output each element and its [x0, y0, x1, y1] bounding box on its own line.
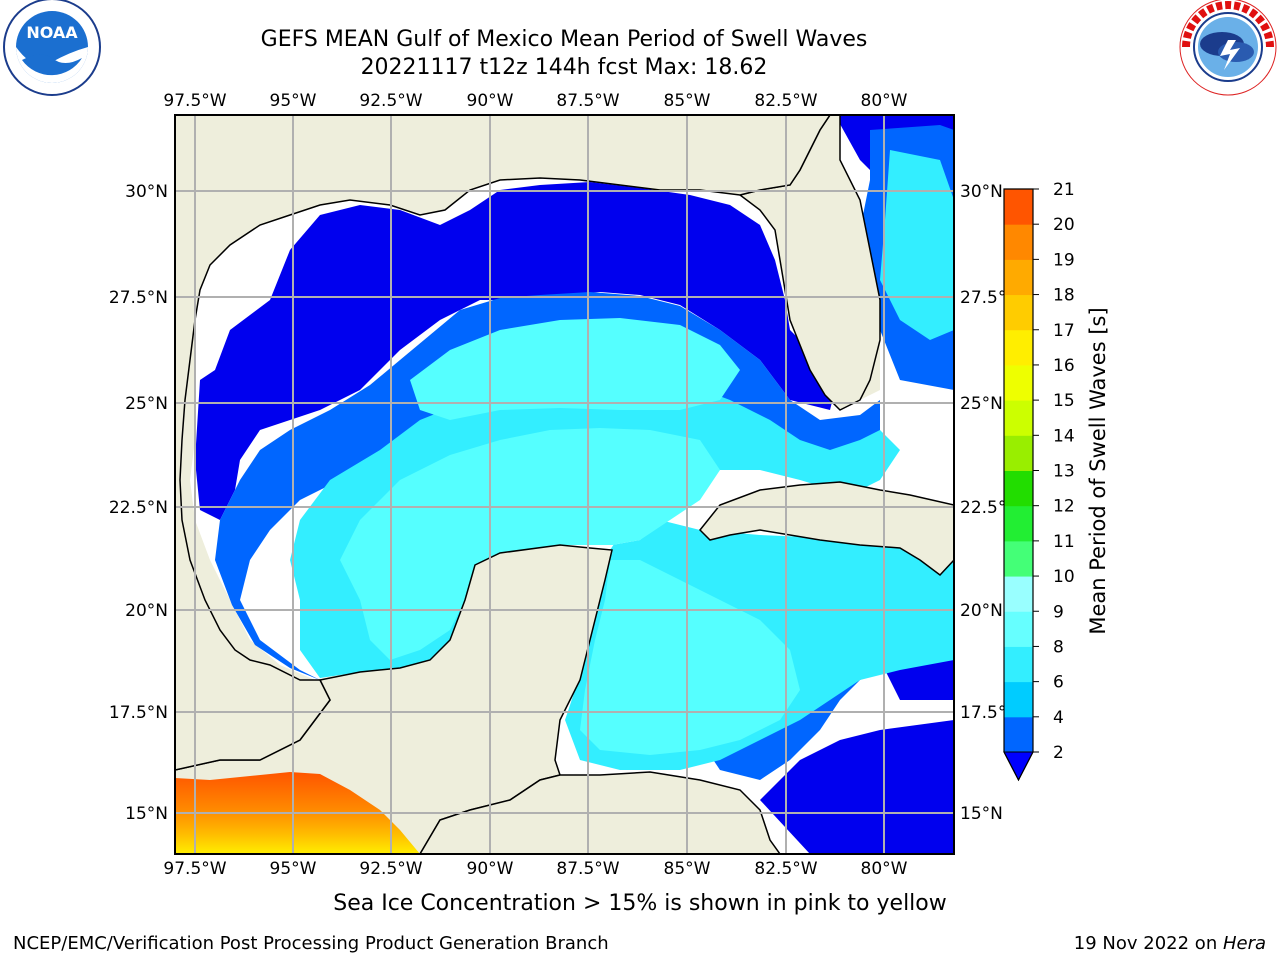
colorbar-tick-label: 21: [1053, 180, 1075, 200]
lon-tick: 95°W: [270, 91, 317, 111]
map-frame: [174, 114, 955, 855]
colorbar-segment: [1004, 540, 1033, 577]
lon-tick: 82.5°W: [754, 91, 817, 111]
lon-tick: 87.5°W: [556, 859, 619, 879]
noaa-logo: NOAA: [3, 0, 101, 96]
lat-tick: 25°N: [125, 394, 168, 414]
caption: Sea Ice Concentration > 15% is shown in …: [0, 891, 1280, 916]
map-subtitle: 20221117 t12z 144h fcst Max: 18.62: [360, 55, 768, 80]
lon-tick: 82.5°W: [754, 859, 817, 879]
colorbar-segment: [1004, 716, 1033, 753]
colorbar-tick-label: 8: [1053, 637, 1064, 657]
colorbar-label: Mean Period of Swell Waves [s]: [1086, 307, 1110, 634]
colorbar-segment: [1004, 646, 1033, 683]
colorbar-tick-label: 13: [1053, 462, 1075, 482]
colorbar-segment: [1004, 294, 1033, 331]
footer-host: Hera: [1222, 933, 1266, 954]
lon-tick: 80°W: [861, 91, 908, 111]
colorbar-tick-label: 10: [1053, 567, 1075, 587]
footer-date-text: 19 Nov 2022 on: [1073, 933, 1223, 954]
cuba: [698, 481, 954, 577]
lon-ticks-top: 97.5°W 95°W 92.5°W 90°W 87.5°W 85°W 82.5…: [163, 91, 907, 111]
colorbar-segment: [1004, 435, 1033, 471]
colorbar-tick-label: 11: [1053, 532, 1075, 552]
lon-tick: 90°W: [467, 91, 514, 111]
footer-date: 19 Nov 2022 on Hera: [1074, 933, 1266, 954]
colorbar: 2 4 6 8 9 10 11 12 13 14 15 16 17 18 19 20 21: [1003, 180, 1075, 782]
lat-tick: 22.5°N: [109, 498, 168, 518]
colorbar-segment: [1004, 611, 1033, 647]
lat-tick: 30°N: [125, 182, 168, 202]
lon-tick: 80°W: [861, 859, 908, 879]
lon-tick: 90°W: [467, 859, 514, 879]
colorbar-extend-triangle: [1003, 751, 1034, 782]
noaa-logo-text: NOAA: [26, 23, 78, 42]
colorbar-frame: [1003, 188, 1034, 782]
footer-credit: NCEP/EMC/Verification Post Processing Pr…: [13, 933, 609, 954]
map-area: [175, 115, 954, 854]
colorbar-tick-label: 19: [1053, 250, 1075, 270]
caption-text: Sea Ice Concentration > 15% is shown in …: [333, 891, 947, 916]
lon-tick: 95°W: [270, 859, 317, 879]
colorbar-tick-label: 6: [1053, 673, 1064, 693]
lat-tick: 27.5°N: [109, 288, 168, 308]
colorbar-segment: [1004, 576, 1033, 612]
lon-tick: 92.5°W: [359, 859, 422, 879]
graticule: [175, 115, 954, 854]
colorbar-segment: [1004, 259, 1033, 296]
colorbar-tick-label: 15: [1053, 391, 1075, 411]
lat-tick: 20°N: [960, 601, 1003, 621]
lat-tick: 25°N: [960, 394, 1003, 414]
lat-tick: 20°N: [125, 601, 168, 621]
swell-period-6-8: [340, 318, 800, 755]
lon-tick: 92.5°W: [359, 91, 422, 111]
lon-tick: 85°W: [664, 859, 711, 879]
lat-tick: 17.5°N: [109, 703, 168, 723]
lon-tick: 97.5°W: [163, 859, 226, 879]
colorbar-tick-label: 12: [1053, 497, 1075, 517]
colorbar-segment: [1004, 505, 1033, 542]
colorbar-segment: [1004, 329, 1033, 366]
colorbar-tick-label: 4: [1053, 708, 1064, 728]
nws-logo: [1179, 0, 1277, 96]
colorbar-segment: [1004, 189, 1033, 225]
colorbar-tick-label: 17: [1053, 321, 1075, 341]
lon-ticks-bottom: 97.5°W 95°W 92.5°W 90°W 87.5°W 85°W 82.5…: [163, 859, 907, 879]
lon-tick: 87.5°W: [556, 91, 619, 111]
colorbar-segment: [1004, 224, 1033, 260]
lon-tick: 85°W: [664, 91, 711, 111]
colorbar-tick-label: 14: [1053, 426, 1075, 446]
colorbar-tick-label: 2: [1053, 743, 1064, 763]
colorbar-segment: [1004, 400, 1033, 436]
colorbar-tick-label: 9: [1053, 602, 1064, 622]
colorbar-segment: [1004, 364, 1033, 401]
lat-tick: 15°N: [960, 804, 1003, 824]
lat-ticks-left: 30°N 27.5°N 25°N 22.5°N 20°N 17.5°N 15°N: [109, 182, 168, 824]
map-title: GEFS MEAN Gulf of Mexico Mean Period of …: [260, 27, 868, 52]
colorbar-tick-label: 18: [1053, 286, 1075, 306]
colorbar-segment: [1004, 681, 1033, 718]
lat-tick: 15°N: [125, 804, 168, 824]
colorbar-segment: [1004, 470, 1033, 507]
colorbar-tick-label: 20: [1053, 215, 1075, 235]
lon-tick: 97.5°W: [163, 91, 226, 111]
colorbar-tick-label: 16: [1053, 356, 1075, 376]
lat-tick: 30°N: [960, 182, 1003, 202]
